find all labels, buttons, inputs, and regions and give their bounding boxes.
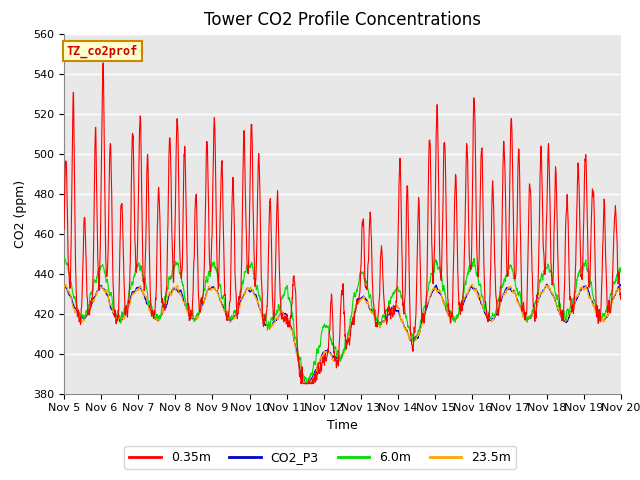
Y-axis label: CO2 (ppm): CO2 (ppm) — [15, 180, 28, 248]
X-axis label: Time: Time — [327, 419, 358, 432]
Title: Tower CO2 Profile Concentrations: Tower CO2 Profile Concentrations — [204, 11, 481, 29]
Legend: 0.35m, CO2_P3, 6.0m, 23.5m: 0.35m, CO2_P3, 6.0m, 23.5m — [124, 446, 516, 469]
Text: TZ_co2prof: TZ_co2prof — [67, 44, 138, 58]
